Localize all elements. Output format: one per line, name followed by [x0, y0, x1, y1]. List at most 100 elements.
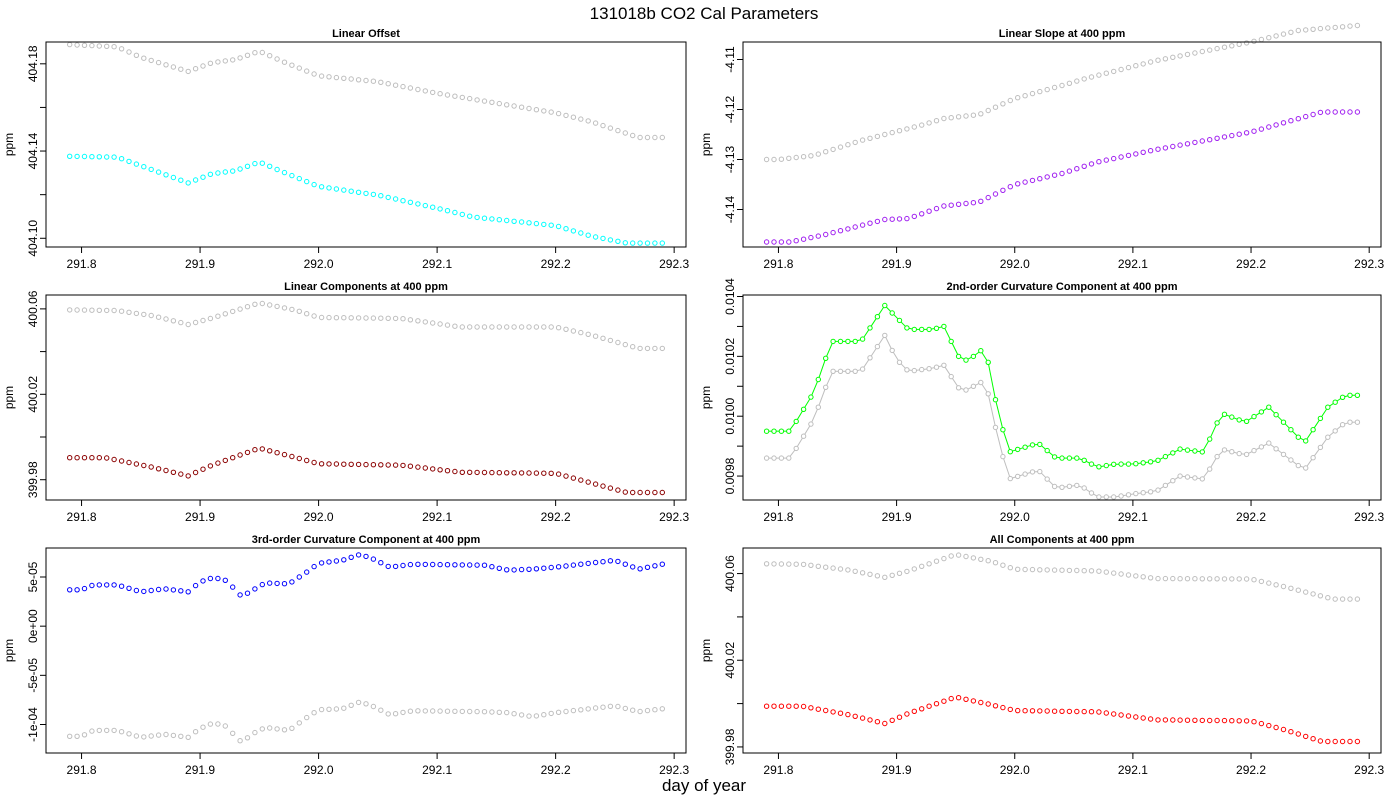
data-point: [541, 324, 547, 330]
data-point: [126, 585, 132, 591]
x-tick-label: 292.0: [1000, 763, 1030, 777]
data-point: [600, 122, 606, 129]
data-point: [185, 68, 191, 75]
data-point: [185, 473, 191, 479]
data-point: [607, 237, 614, 243]
data-point: [1266, 722, 1272, 729]
data-point: [1155, 146, 1161, 152]
data-point: [615, 487, 621, 493]
data-point: [555, 223, 562, 230]
y-tick-label: -4.14: [723, 196, 737, 224]
series-2: [67, 446, 665, 496]
y-axis-label: ppm: [699, 639, 713, 662]
data-point: [1059, 82, 1065, 89]
y-tick-label: -5e-05: [26, 658, 40, 693]
data-point: [1007, 184, 1013, 190]
data-point: [89, 455, 95, 461]
data-point: [793, 238, 799, 244]
data-point: [111, 44, 117, 50]
data-point: [1170, 143, 1176, 150]
data-point: [592, 333, 599, 339]
data-point: [118, 46, 125, 52]
data-point: [837, 144, 844, 150]
data-point: [81, 153, 88, 160]
data-point: [1000, 704, 1006, 711]
data-point: [274, 303, 280, 310]
data-point: [348, 554, 354, 560]
data-point: [889, 216, 895, 222]
data-point: [570, 562, 577, 568]
data-point: [985, 107, 991, 114]
data-point: [407, 561, 414, 568]
data-point: [378, 462, 384, 468]
data-point: [985, 391, 991, 397]
data-point: [1177, 142, 1183, 148]
data-point: [370, 78, 377, 84]
data-point: [148, 733, 154, 739]
data-point: [533, 107, 540, 113]
x-tick-label: 291.9: [882, 763, 912, 777]
data-point: [118, 458, 125, 464]
data-point: [1007, 449, 1013, 455]
data-point: [289, 453, 295, 460]
data-point: [926, 366, 932, 372]
data-point: [652, 563, 658, 569]
series-segment: [987, 362, 997, 400]
data-point: [252, 586, 258, 592]
data-point: [230, 730, 236, 736]
data-point: [437, 467, 443, 473]
data-point: [274, 56, 280, 62]
data-point: [1022, 566, 1028, 573]
data-point: [81, 732, 88, 738]
data-point: [252, 447, 258, 453]
data-point: [607, 485, 614, 491]
data-point: [1074, 78, 1080, 84]
data-point: [1125, 64, 1132, 71]
data-point: [882, 302, 888, 309]
data-point: [200, 578, 206, 584]
x-tick-label: 292.3: [1354, 510, 1384, 524]
data-point: [896, 216, 903, 222]
data-point: [904, 711, 910, 717]
data-point: [578, 477, 584, 483]
data-point: [786, 455, 792, 461]
data-point: [874, 133, 881, 140]
panel-title: 2nd-order Curvature Component at 400 ppm: [946, 281, 1177, 293]
data-point: [289, 306, 295, 313]
data-point: [74, 733, 80, 739]
data-point: [126, 158, 132, 165]
data-point: [1339, 394, 1346, 400]
data-point: [481, 562, 488, 568]
data-point: [311, 313, 317, 319]
y-tick-label: 404.10: [26, 220, 40, 257]
data-point: [889, 347, 895, 354]
data-point: [978, 699, 984, 706]
data-point: [237, 592, 243, 598]
data-point: [526, 105, 532, 112]
x-tick-label: 292.0: [1000, 257, 1030, 271]
data-point: [289, 62, 295, 68]
data-point: [808, 421, 814, 427]
data-point: [837, 228, 844, 234]
data-point: [378, 560, 384, 566]
data-point: [1207, 137, 1213, 143]
data-point: [489, 324, 495, 330]
data-point: [970, 555, 977, 561]
x-tick-label: 292.3: [1354, 763, 1384, 777]
data-point: [771, 455, 777, 461]
data-point: [637, 134, 643, 141]
data-point: [311, 710, 317, 716]
data-point: [281, 451, 288, 458]
data-point: [882, 131, 888, 138]
data-point: [185, 589, 191, 595]
data-point: [311, 563, 317, 570]
data-point: [808, 562, 814, 568]
data-point: [622, 341, 628, 348]
data-point: [141, 588, 147, 595]
data-point: [274, 450, 280, 456]
data-point: [459, 324, 465, 330]
data-point: [830, 229, 836, 236]
data-point: [341, 461, 347, 467]
data-point: [1273, 724, 1279, 731]
series-segment: [825, 371, 834, 388]
